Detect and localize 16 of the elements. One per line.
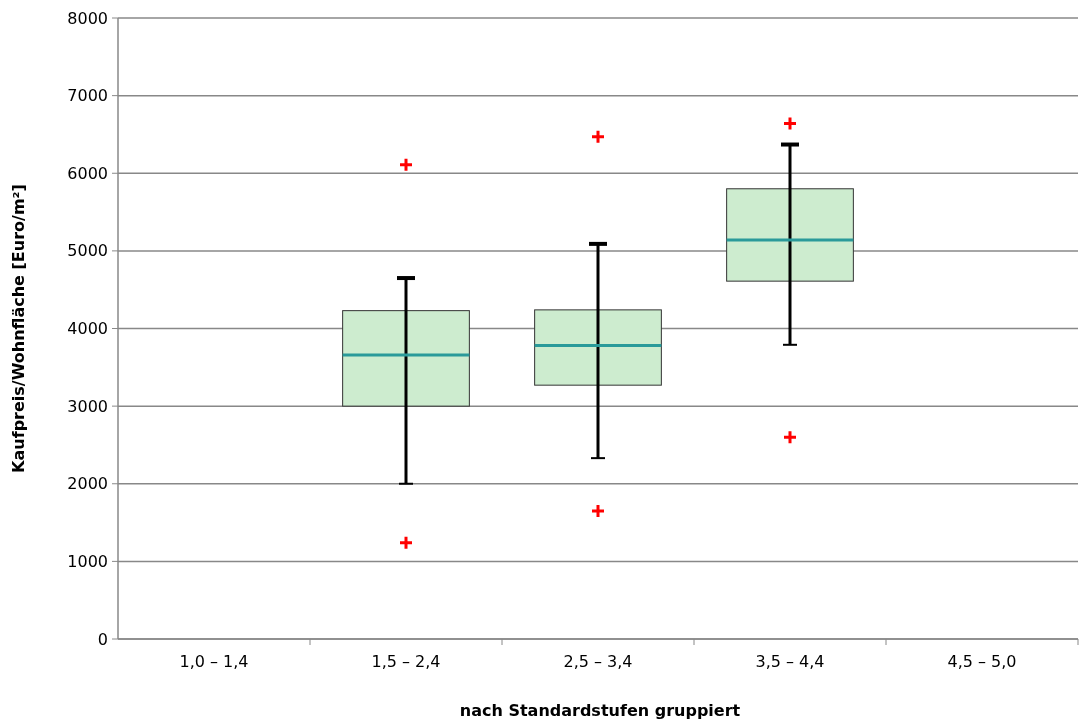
y-tick-label: 6000 — [67, 163, 108, 183]
x-tick-label: 2,5 – 3,4 — [563, 652, 633, 671]
y-tick-label: 2000 — [67, 474, 108, 494]
y-tick-label: 4000 — [67, 319, 108, 339]
y-tick-label: 3000 — [67, 396, 108, 416]
y-tick-label: 8000 — [67, 8, 108, 28]
x-tick-label: 1,5 – 2,4 — [371, 652, 441, 671]
y-axis-title: Kaufpreis/Wohnfläche [Euro/m²] — [9, 184, 28, 473]
y-tick-label: 5000 — [67, 241, 108, 261]
x-tick-label: 1,0 – 1,4 — [179, 652, 249, 671]
x-tick-label: 3,5 – 4,4 — [755, 652, 825, 671]
x-axis-title: nach Standardstufen gruppiert — [459, 701, 741, 720]
y-tick-label: 7000 — [67, 86, 108, 106]
x-tick-label: 4,5 – 5,0 — [947, 652, 1017, 671]
y-tick-label: 1000 — [67, 551, 108, 571]
y-tick-label: 0 — [97, 629, 108, 649]
